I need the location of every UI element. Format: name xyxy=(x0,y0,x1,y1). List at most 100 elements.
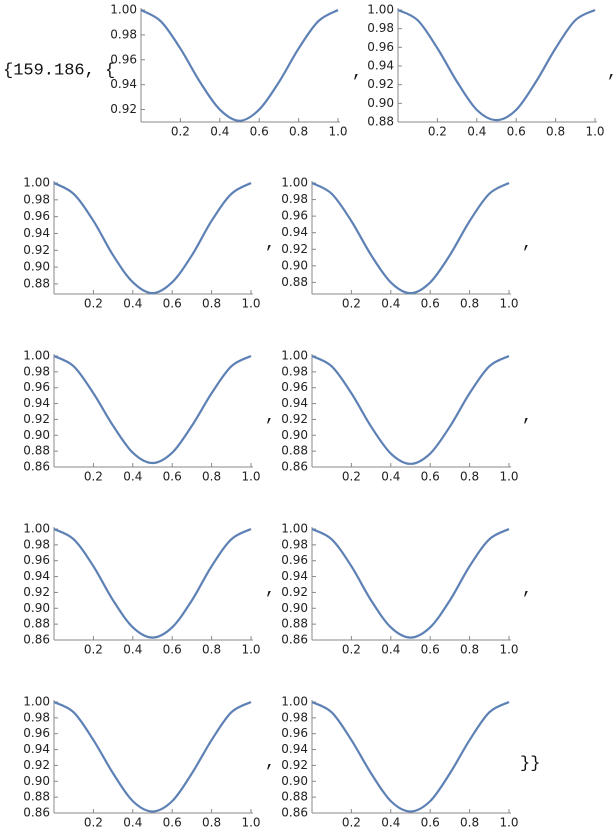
separator: , xyxy=(265,407,275,426)
y-tick-label: 0.98 xyxy=(281,364,308,378)
y-tick-label: 1.00 xyxy=(367,3,394,17)
y-tick-label: 0.98 xyxy=(23,192,50,206)
x-tick-label: 0.8 xyxy=(460,297,479,311)
x-tick-label: 1.0 xyxy=(241,470,260,484)
y-tick-label: 0.90 xyxy=(281,428,308,442)
x-tick-label: 0.2 xyxy=(84,643,103,657)
y-tick-label: 0.94 xyxy=(23,396,50,410)
x-tick-label: 0.6 xyxy=(163,816,182,830)
x-tick-label: 0.2 xyxy=(84,470,103,484)
separator: , xyxy=(607,63,616,82)
x-tick-label: 0.6 xyxy=(250,125,269,139)
y-tick-label: 0.94 xyxy=(23,569,50,583)
x-tick-label: 0.8 xyxy=(289,125,308,139)
y-tick-label: 0.94 xyxy=(367,59,394,73)
x-tick-label: 0.4 xyxy=(467,125,486,139)
x-tick-label: 1.0 xyxy=(328,125,347,139)
y-tick-label: 0.96 xyxy=(367,40,394,54)
x-tick-label: 0.2 xyxy=(342,470,361,484)
x-tick-label: 0.4 xyxy=(123,297,142,311)
x-tick-label: 0.8 xyxy=(202,470,221,484)
x-tick-label: 0.2 xyxy=(171,125,190,139)
y-tick-label: 0.92 xyxy=(281,412,308,426)
y-tick-label: 1.00 xyxy=(110,3,137,17)
x-tick-label: 0.8 xyxy=(202,816,221,830)
y-tick-label: 0.96 xyxy=(110,52,137,66)
y-tick-label: 1.00 xyxy=(281,695,308,709)
y-tick-label: 0.94 xyxy=(281,225,308,239)
curve xyxy=(311,528,510,639)
y-tick-label: 1.00 xyxy=(281,522,308,536)
x-tick-label: 1.0 xyxy=(241,643,260,657)
separator: , xyxy=(265,580,275,599)
y-tick-label: 0.88 xyxy=(281,444,308,458)
x-tick-label: 0.2 xyxy=(428,125,447,139)
x-tick-label: 0.4 xyxy=(381,816,400,830)
x-tick-label: 0.2 xyxy=(84,297,103,311)
y-tick-label: 0.98 xyxy=(281,192,308,206)
x-tick-label: 0.2 xyxy=(84,816,103,830)
separator: , xyxy=(352,63,362,82)
x-tick-label: 0.8 xyxy=(460,643,479,657)
y-tick-label: 0.98 xyxy=(367,21,394,35)
x-tick-label: 0.8 xyxy=(460,816,479,830)
y-tick-label: 0.90 xyxy=(23,428,50,442)
y-tick-label: 0.86 xyxy=(281,460,308,474)
curve xyxy=(397,8,596,122)
y-tick-label: 1.00 xyxy=(23,695,50,709)
separator: , xyxy=(522,407,532,426)
separator: , xyxy=(522,234,532,253)
x-tick-label: 0.2 xyxy=(342,297,361,311)
x-tick-label: 0.4 xyxy=(123,816,142,830)
x-tick-label: 0.2 xyxy=(342,643,361,657)
x-tick-label: 1.0 xyxy=(499,470,518,484)
x-tick-label: 0.4 xyxy=(381,470,400,484)
x-tick-label: 0.2 xyxy=(342,816,361,830)
y-tick-label: 0.88 xyxy=(281,790,308,804)
curve xyxy=(140,9,339,122)
y-tick-label: 0.92 xyxy=(367,77,394,91)
prefix: {159.186, { xyxy=(3,61,115,80)
y-tick-label: 0.94 xyxy=(110,77,137,91)
y-tick-label: 0.96 xyxy=(281,209,308,223)
y-tick-label: 0.92 xyxy=(23,758,50,772)
y-tick-label: 0.90 xyxy=(23,601,50,615)
y-tick-label: 0.90 xyxy=(281,258,308,272)
y-tick-label: 0.90 xyxy=(281,601,308,615)
curve xyxy=(311,355,510,465)
y-tick-label: 0.86 xyxy=(23,460,50,474)
y-tick-label: 0.96 xyxy=(23,209,50,223)
y-tick-label: 0.86 xyxy=(281,806,308,820)
x-tick-label: 1.0 xyxy=(241,297,260,311)
y-tick-label: 0.90 xyxy=(23,260,50,274)
y-tick-label: 0.88 xyxy=(367,115,394,129)
y-tick-label: 0.92 xyxy=(23,585,50,599)
x-tick-label: 1.0 xyxy=(499,816,518,830)
y-tick-label: 0.88 xyxy=(23,444,50,458)
curve xyxy=(311,700,510,813)
separator: , xyxy=(522,580,532,599)
x-tick-label: 0.6 xyxy=(163,643,182,657)
y-tick-label: 0.98 xyxy=(281,710,308,724)
y-tick-label: 0.88 xyxy=(281,275,308,289)
y-tick-label: 0.98 xyxy=(23,537,50,551)
x-tick-label: 1.0 xyxy=(499,297,518,311)
y-tick-label: 0.90 xyxy=(23,774,50,788)
y-tick-label: 0.88 xyxy=(23,617,50,631)
x-tick-label: 0.4 xyxy=(381,643,400,657)
x-tick-label: 0.6 xyxy=(421,470,440,484)
suffix: }} xyxy=(520,754,540,773)
y-tick-label: 0.98 xyxy=(23,364,50,378)
x-tick-label: 0.4 xyxy=(123,643,142,657)
x-tick-label: 0.6 xyxy=(421,816,440,830)
y-tick-label: 0.96 xyxy=(23,380,50,394)
y-tick-label: 0.90 xyxy=(367,96,394,110)
x-tick-label: 0.8 xyxy=(460,470,479,484)
y-tick-label: 0.88 xyxy=(23,276,50,290)
y-tick-label: 0.96 xyxy=(281,380,308,394)
y-tick-label: 0.96 xyxy=(281,553,308,567)
y-tick-label: 0.86 xyxy=(281,633,308,647)
x-tick-label: 0.4 xyxy=(381,297,400,311)
y-tick-label: 0.94 xyxy=(281,569,308,583)
y-tick-label: 1.00 xyxy=(23,522,50,536)
